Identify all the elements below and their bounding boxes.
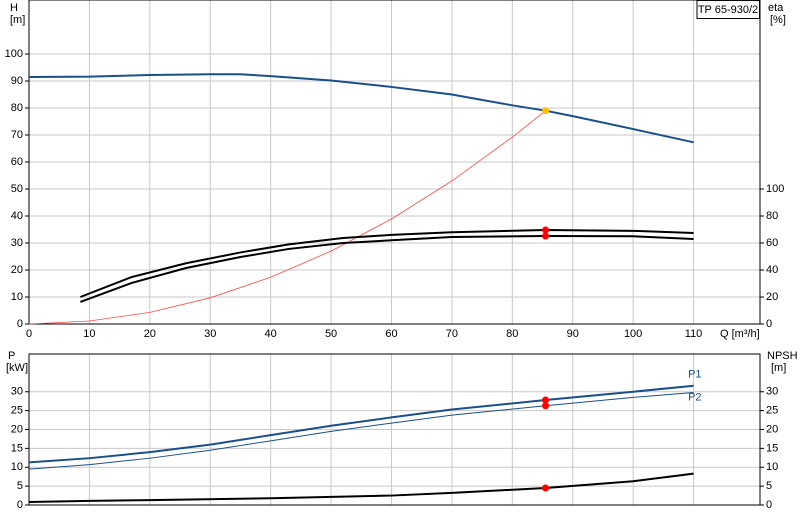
y-tick-label: 30: [11, 386, 23, 398]
x-tick-label: 60: [385, 328, 397, 340]
x-axis-label: Q [m³/h]: [720, 328, 760, 340]
y-tick-label: 90: [11, 75, 23, 87]
y-tick-label: 30: [11, 237, 23, 249]
plot-frame: [28, 353, 761, 506]
y2-tick-label: 25: [766, 405, 778, 417]
y-tick-label: 40: [11, 210, 23, 222]
operating-point: [542, 396, 550, 404]
operating-point: [542, 232, 550, 240]
x-tick-label: 30: [204, 328, 216, 340]
title-box: [696, 0, 760, 19]
curve: [28, 384, 694, 464]
y-axis-label: P: [8, 350, 15, 362]
series-label: P1: [688, 369, 701, 381]
series-label: P2: [688, 391, 701, 403]
y2-tick-label: 60: [766, 237, 778, 249]
y2-axis-label: NPSH: [767, 350, 798, 362]
y2-tick-label: 20: [766, 423, 778, 435]
y-tick-label: 10: [11, 291, 23, 303]
x-tick-label: 110: [685, 328, 703, 340]
curve: [28, 110, 546, 325]
x-tick-label: 0: [26, 328, 32, 340]
curve: [28, 73, 694, 144]
y-tick-label: 60: [11, 156, 23, 168]
y2-tick-label: 40: [766, 264, 778, 276]
y2-tick-label: 0: [766, 499, 772, 511]
y2-axis-unit: [%]: [770, 14, 786, 26]
y2-tick-label: 0: [766, 318, 772, 330]
y-tick-label: 0: [17, 499, 23, 511]
y2-tick-label: 100: [766, 183, 784, 195]
plot-frame: [28, 0, 761, 325]
x-tick-label: 40: [265, 328, 277, 340]
y-axis-unit: [m]: [10, 14, 25, 26]
operating-point: [542, 226, 550, 234]
y-tick-label: 50: [11, 183, 23, 195]
y2-tick-label: 20: [766, 291, 778, 303]
y-tick-label: 70: [11, 129, 23, 141]
y-tick-label: 0: [17, 318, 23, 330]
x-tick-label: 100: [624, 328, 642, 340]
chart-title: TP 65-930/2: [698, 4, 758, 16]
y-axis-unit: [kW]: [6, 362, 28, 374]
y-tick-label: 10: [11, 461, 23, 473]
y-tick-label: 100: [5, 48, 23, 60]
y2-tick-label: 30: [766, 386, 778, 398]
x-tick-label: 70: [446, 328, 458, 340]
y-tick-label: 15: [11, 442, 23, 454]
y-tick-label: 25: [11, 405, 23, 417]
operating-point: [542, 107, 550, 115]
curve: [28, 392, 694, 470]
y-tick-label: 20: [11, 264, 23, 276]
curve: [80, 234, 694, 303]
y-tick-label: 20: [11, 423, 23, 435]
x-tick-label: 80: [506, 328, 518, 340]
y-tick-label: 5: [17, 480, 23, 492]
y-tick-label: 80: [11, 102, 23, 114]
y2-tick-label: 80: [766, 210, 778, 222]
y2-tick-label: 10: [766, 461, 778, 473]
x-tick-label: 20: [144, 328, 156, 340]
y2-tick-label: 15: [766, 442, 778, 454]
y2-axis-label: eta: [768, 2, 784, 14]
curve: [28, 472, 694, 503]
y2-tick-label: 5: [766, 480, 772, 492]
x-tick-label: 90: [567, 328, 579, 340]
operating-point: [542, 402, 550, 410]
x-tick-label: 10: [83, 328, 95, 340]
x-tick-label: 50: [325, 328, 337, 340]
y2-axis-unit: [m]: [771, 362, 786, 374]
operating-point: [542, 484, 550, 492]
y-axis-label: H: [10, 2, 18, 14]
curve: [79, 229, 694, 298]
